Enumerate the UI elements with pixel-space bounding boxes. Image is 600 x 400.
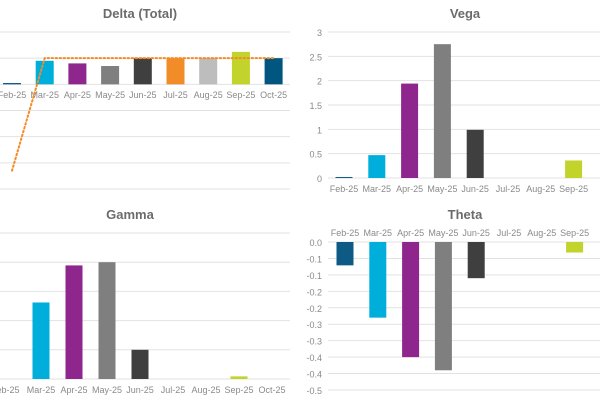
theta-y-tick-label: -0.3 <box>306 320 322 330</box>
vega-bar-May-25 <box>433 44 451 178</box>
vega-x-tick-label: Mar-25 <box>363 184 392 194</box>
vega-bar-Jun-25 <box>466 129 484 178</box>
delta-bar-Mar-25 <box>35 60 54 85</box>
gamma-bar-Mar-25 <box>32 302 50 379</box>
delta-bar-Sep-25 <box>231 51 250 85</box>
delta-x-tick-label: May-25 <box>95 90 125 100</box>
vega-bar-Feb-25 <box>335 177 353 179</box>
theta-bar-Feb-25 <box>336 242 354 266</box>
theta-y-tick-label: -0.4 <box>306 370 322 380</box>
gamma-title: Gamma <box>106 207 154 222</box>
theta-bar-Sep-25 <box>566 242 584 253</box>
vega-x-tick-label: Apr-25 <box>396 184 423 194</box>
delta-x-tick-label: Jul-25 <box>163 90 188 100</box>
delta-bar-May-25 <box>101 66 120 85</box>
vega-bar-Apr-25 <box>401 83 419 178</box>
delta-bar-Oct-25 <box>264 58 283 85</box>
gamma-bar-Jun-25 <box>131 349 149 379</box>
theta-y-tick-label: -0.5 <box>306 386 322 396</box>
theta-x-tick-label: Mar-25 <box>364 228 393 238</box>
vega-y-tick-label: 2 <box>317 77 322 87</box>
theta-y-tick-label: -0.4 <box>306 353 322 363</box>
vega-title: Vega <box>450 6 481 21</box>
vega-bar-Mar-25 <box>368 155 386 178</box>
vega-bar-Sep-25 <box>565 160 583 178</box>
theta-x-tick-label: Sep-25 <box>560 228 589 238</box>
gamma-x-tick-label: May-25 <box>92 385 122 395</box>
delta-bar-Jun-25 <box>133 58 152 85</box>
delta-x-tick-label: Jun-25 <box>129 90 157 100</box>
theta-title: Theta <box>448 207 483 222</box>
vega-y-tick-label: 0.5 <box>309 150 322 160</box>
theta-y-tick-label: 0.0 <box>309 238 322 248</box>
delta-title: Delta (Total) <box>103 6 177 21</box>
gamma-x-tick-label: Jul-25 <box>161 385 186 395</box>
gamma-x-tick-label: eb-25 <box>0 385 20 395</box>
gamma-x-tick-label: Mar-25 <box>27 385 56 395</box>
vega-x-tick-label: Aug-25 <box>526 184 555 194</box>
gamma-bar-Apr-25 <box>65 265 83 379</box>
theta-x-tick-label: Aug-25 <box>527 228 556 238</box>
theta-y-tick-label: -0.3 <box>306 337 322 347</box>
gamma-x-tick-label: Jun-25 <box>126 385 154 395</box>
vega-y-tick-label: 3 <box>317 28 322 38</box>
theta-bar-Apr-25 <box>402 242 420 358</box>
theta-x-tick-label: Feb-25 <box>331 228 360 238</box>
theta-bar-May-25 <box>434 242 452 371</box>
vega-x-tick-label: Feb-25 <box>330 184 359 194</box>
vega-y-tick-label: 2.5 <box>309 52 322 62</box>
theta-x-tick-label: May-25 <box>428 228 458 238</box>
theta-y-tick-label: -0.1 <box>306 254 322 264</box>
delta-bar-Aug-25 <box>199 58 218 85</box>
gamma-x-tick-label: Apr-25 <box>60 385 87 395</box>
gamma-x-tick-label: Oct-25 <box>258 385 285 395</box>
gamma-bar-May-25 <box>98 262 116 379</box>
theta-bar-Jun-25 <box>467 242 485 279</box>
delta-x-tick-label: Apr-25 <box>64 90 91 100</box>
vega-x-tick-label: Jun-25 <box>461 184 489 194</box>
delta-x-tick-label: Mar-25 <box>30 90 59 100</box>
delta-trendline <box>11 57 275 172</box>
vega-x-tick-label: Sep-25 <box>559 184 588 194</box>
vega-y-tick-label: 0 <box>317 174 322 184</box>
delta-x-tick-label: Feb-25 <box>0 90 26 100</box>
theta-y-tick-label: -0.1 <box>306 271 322 281</box>
vega-y-tick-label: 1 <box>317 125 322 135</box>
gamma-bar-Sep-25 <box>230 376 248 379</box>
vega-x-tick-label: May-25 <box>427 184 457 194</box>
theta-x-tick-label: Jul-25 <box>497 228 522 238</box>
gamma-x-tick-label: Aug-25 <box>191 385 220 395</box>
theta-x-tick-label: Jun-25 <box>462 228 490 238</box>
delta-x-tick-label: Aug-25 <box>194 90 223 100</box>
delta-bar-Feb-25 <box>3 83 21 85</box>
vega-x-tick-label: Jul-25 <box>496 184 521 194</box>
theta-x-tick-label: Apr-25 <box>397 228 424 238</box>
vega-y-tick-label: 1.5 <box>309 101 322 111</box>
gamma-x-tick-label: Sep-25 <box>224 385 253 395</box>
theta-bar-Mar-25 <box>369 242 387 318</box>
delta-x-tick-label: Oct-25 <box>260 90 287 100</box>
delta-bar-Apr-25 <box>68 63 87 85</box>
theta-y-tick-label: -0.2 <box>306 304 322 314</box>
delta-bar-Jul-25 <box>166 58 185 85</box>
theta-y-tick-label: -0.2 <box>306 287 322 297</box>
delta-x-tick-label: Sep-25 <box>226 90 255 100</box>
